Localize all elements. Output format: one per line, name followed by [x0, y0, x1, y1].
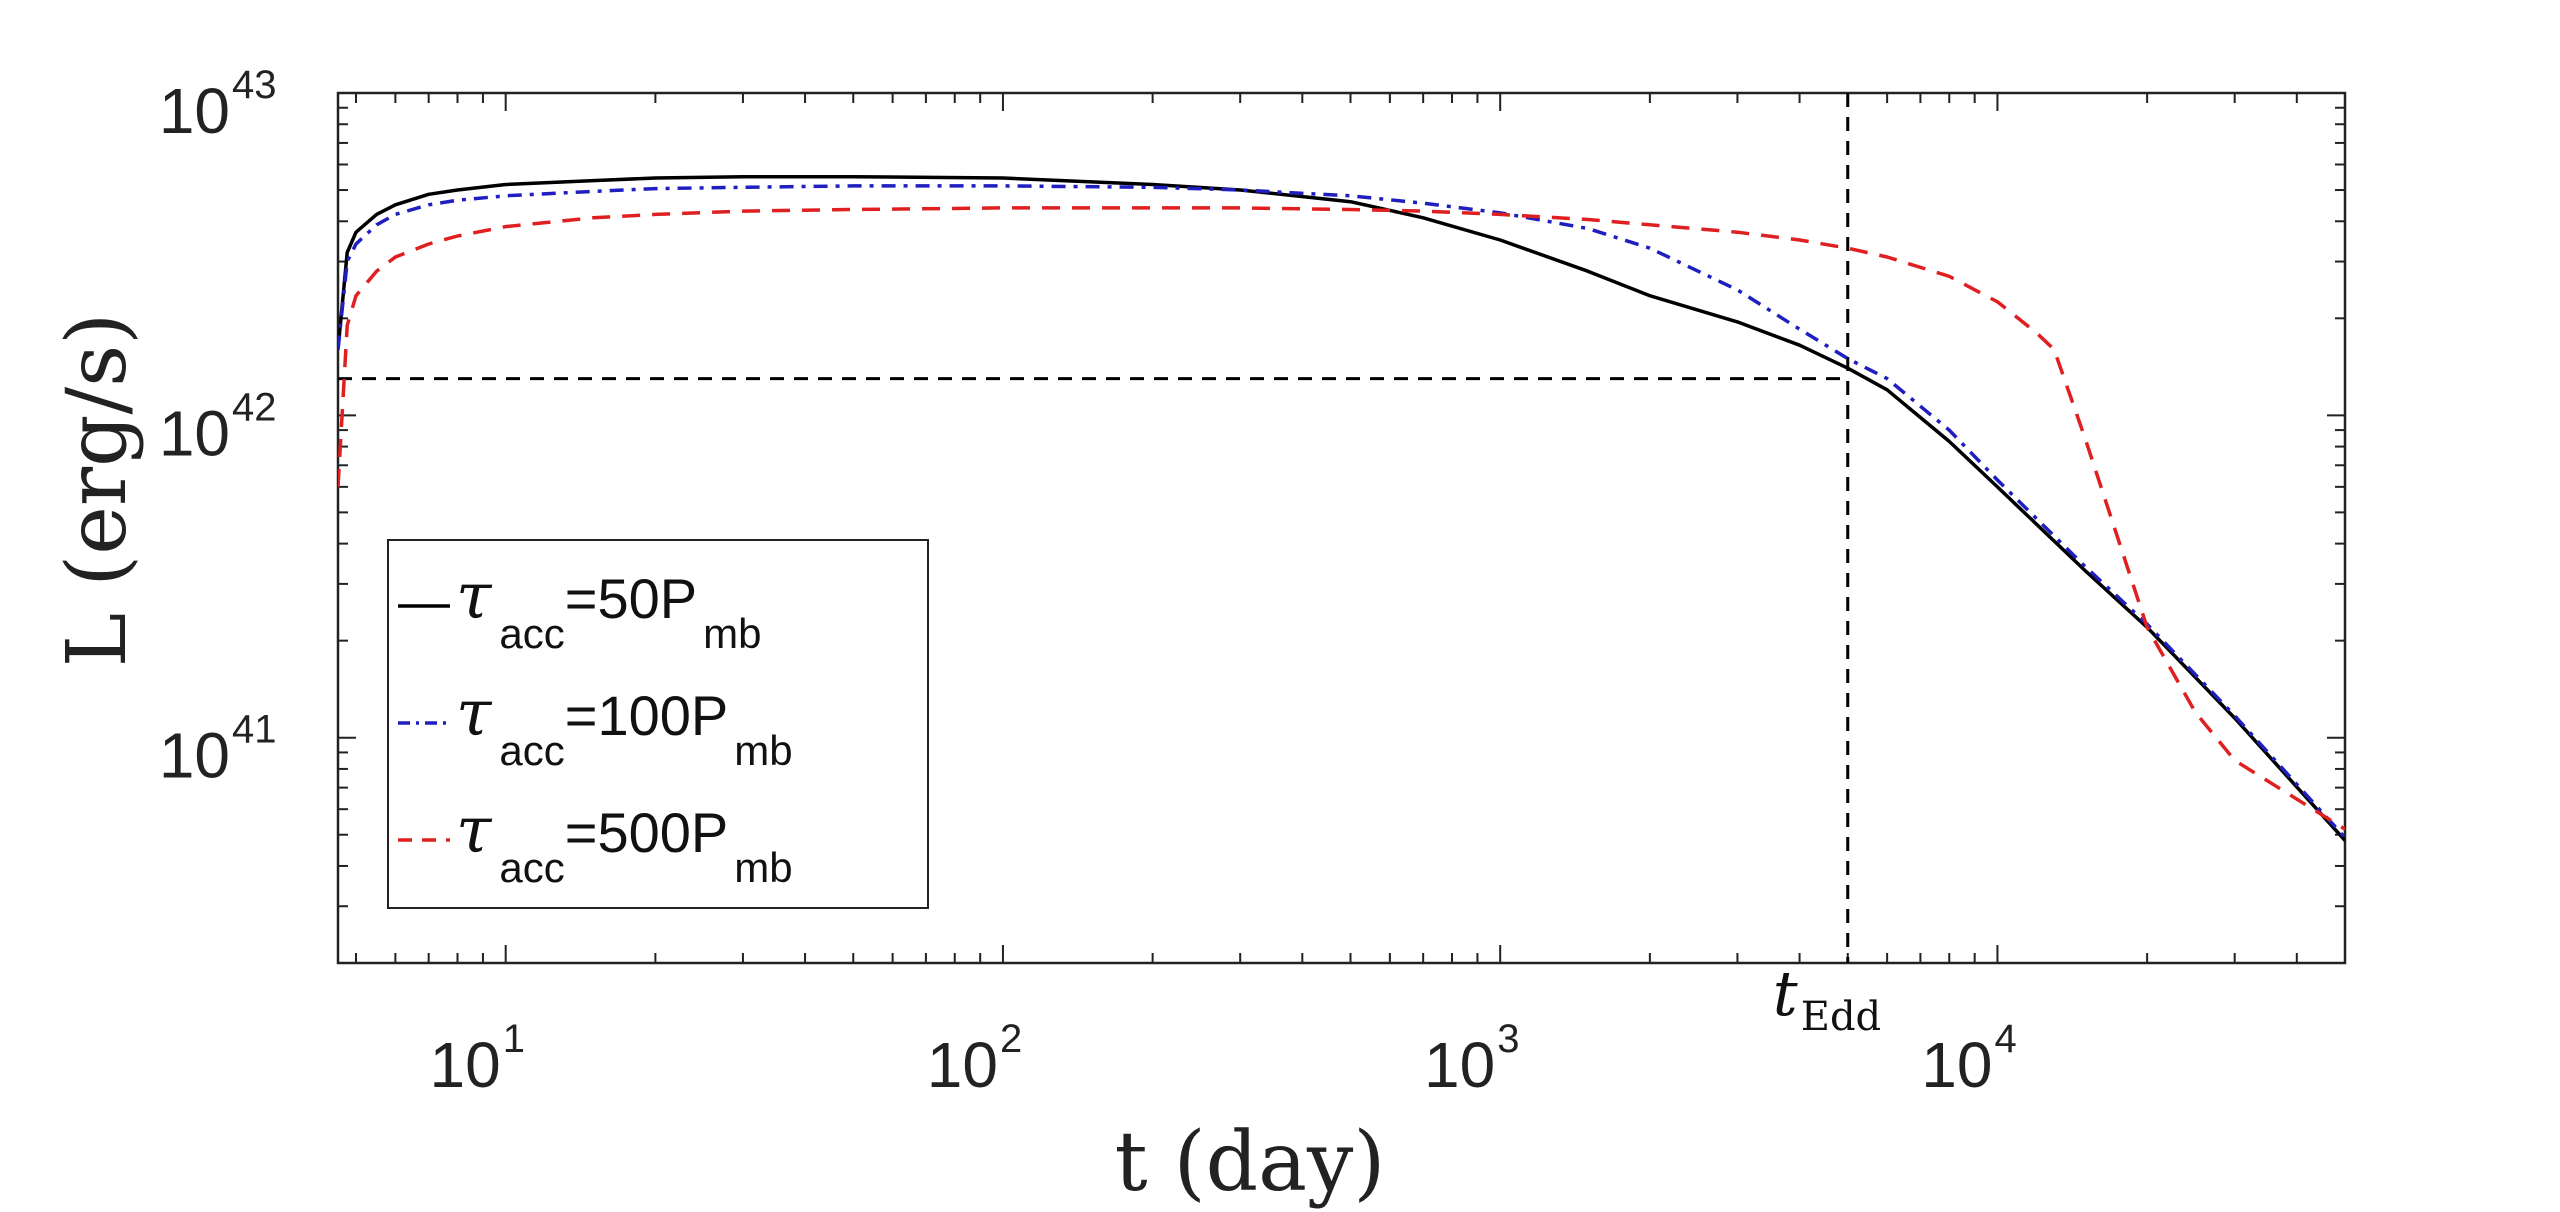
x-tick-exponent: 1 — [503, 1017, 525, 1061]
series-line-2 — [338, 184, 2345, 839]
x-tick-exponent: 2 — [1000, 1017, 1022, 1061]
x-tick-label-4: 10 4 — [1921, 1017, 2016, 1101]
y-tick-exponent: 42 — [232, 385, 277, 429]
x-tick-exponent: 3 — [1497, 1017, 1519, 1061]
y-tick-label-3: 10 43 — [159, 63, 277, 147]
y-tick-base: 10 — [159, 720, 230, 792]
y-tick-base: 10 — [159, 397, 230, 469]
x-tick-base: 10 — [430, 1029, 501, 1101]
x-tick-base: 10 — [1424, 1029, 1495, 1101]
legend-box — [387, 539, 929, 909]
y-axis-label: L (erg/s) — [50, 313, 145, 667]
legend: τ acc=50Pmb τ acc=100Pmb τ acc=500Pmb — [387, 539, 929, 909]
x-axis-label: t (day) — [1115, 1115, 1386, 1210]
x-tick-label-3: 10 3 — [1424, 1017, 1519, 1101]
legend-entry-1: τ acc=50Pmb — [398, 560, 761, 657]
legend-label: τ acc=50Pmb — [456, 560, 761, 657]
legend-entry-2: τ acc=100Pmb — [398, 677, 793, 774]
plot-frame — [336, 91, 2347, 965]
series-line-3 — [338, 206, 2345, 831]
y-tick-label-2: 10 42 — [159, 385, 277, 469]
edd-annotation-sub: Edd — [1801, 994, 1881, 1040]
legend-label: τ acc=100Pmb — [456, 677, 793, 774]
y-tick-exponent: 41 — [232, 708, 277, 752]
legend-entry-3: τ acc=500Pmb — [398, 794, 793, 891]
y-tick-label-1: 10 41 — [159, 708, 277, 792]
x-tick-base: 10 — [927, 1029, 998, 1101]
x-tick-label-1: 10 1 — [430, 1017, 525, 1101]
edd-annotation-main: t — [1773, 957, 1798, 1030]
series-line-1 — [338, 174, 2345, 842]
edd-annotation: t Edd — [1773, 957, 1881, 1040]
legend-label: τ acc=500Pmb — [456, 794, 793, 891]
x-tick-exponent: 4 — [1994, 1017, 2016, 1061]
y-tick-base: 10 — [159, 75, 230, 147]
x-tick-base: 10 — [1921, 1029, 1992, 1101]
y-tick-exponent: 43 — [232, 63, 277, 107]
x-tick-label-2: 10 2 — [927, 1017, 1022, 1101]
